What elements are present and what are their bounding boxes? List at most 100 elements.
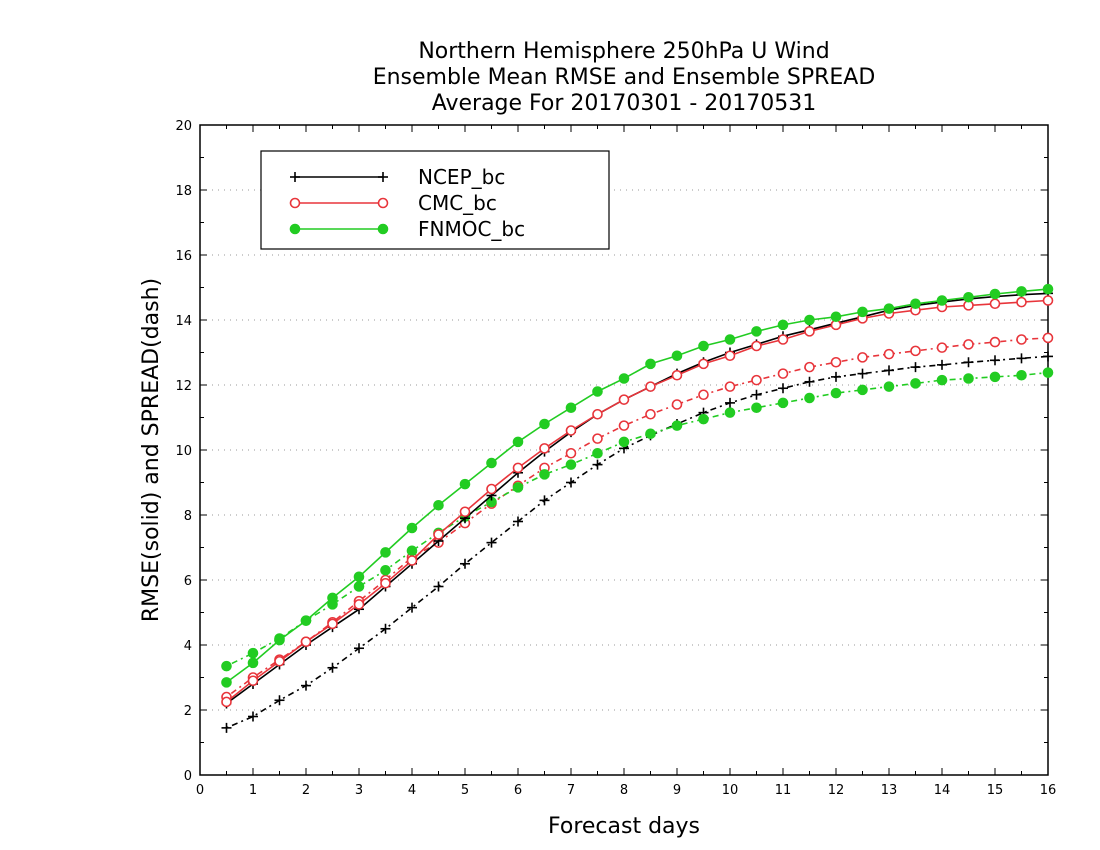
data-point-fnmoc_bc-rmse [300,615,312,626]
data-point-fnmoc_bc-rmse [380,547,391,558]
y-tick-label: 4 [184,639,192,654]
data-point-fnmoc_bc-rmse [1016,286,1027,297]
data-point-fnmoc_bc-spread [380,564,391,576]
data-point-cmc_bc-spread [1016,334,1027,345]
legend-entry-ncep_bc: NCEP_bc [290,165,505,189]
x-tick-label: 11 [775,783,792,798]
data-point-ncep_bc-spread [990,355,1000,366]
data-point-fnmoc_bc-rmse [1042,283,1054,295]
data-point-cmc_bc-spread [857,352,868,363]
legend-entry-fnmoc_bc: FNMOC_bc [289,217,525,241]
x-tick-label: 3 [355,783,363,798]
data-point-ncep_bc-spread [248,711,258,722]
data-point-ncep_bc-spread [301,680,311,691]
data-point-cmc_bc-spread [883,348,895,360]
y-tick-label: 20 [175,119,192,134]
y-tick-label: 14 [175,314,192,329]
data-point-cmc_bc-spread [777,368,789,379]
title-line-2: Ensemble Mean RMSE and Ensemble SPREAD [373,65,876,90]
data-point-fnmoc_bc-rmse [804,314,815,326]
y-tick-label: 2 [184,704,192,719]
data-point-fnmoc_bc-spread [247,647,259,659]
data-point-fnmoc_bc-spread [406,545,418,557]
data-point-fnmoc_bc-rmse [353,571,365,583]
x-axis-label: Forecast days [548,814,700,839]
data-point-ncep_bc-spread [539,495,550,506]
data-point-cmc_bc-rmse [221,696,232,708]
data-point-ncep_bc-spread [857,368,868,379]
data-point-ncep_bc-spread [221,722,232,733]
y-tick-label: 10 [175,444,192,459]
x-tick-label: 16 [1040,783,1057,798]
data-point-fnmoc_bc-rmse [618,373,630,384]
x-tick-label: 4 [408,783,416,798]
series-line-ncep_bc-spread [226,355,1049,729]
y-tick-label: 6 [184,574,192,589]
data-point-fnmoc_bc-spread [565,459,577,470]
data-point-fnmoc_bc-rmse [274,634,285,646]
data-point-fnmoc_bc-spread [910,378,921,389]
data-point-cmc_bc-spread [618,420,630,431]
data-point-cmc_bc-spread [1042,332,1054,344]
data-point-cmc_bc-spread [910,345,921,357]
data-point-fnmoc_bc-spread [698,413,709,425]
data-point-cmc_bc-spread [671,399,683,410]
x-tick-label: 6 [514,783,522,798]
data-point-fnmoc_bc-spread [221,660,232,672]
data-point-cmc_bc-rmse [433,529,444,540]
data-point-cmc_bc-spread [804,361,815,373]
data-point-cmc_bc-spread [830,356,842,368]
data-point-ncep_bc-spread [910,362,921,373]
data-point-fnmoc_bc-spread [512,482,524,493]
data-point-ncep_bc-spread [380,623,391,634]
legend-entry-cmc_bc: CMC_bc [289,191,497,215]
y-axis-label: RMSE(solid) and SPREAD(dash) [139,278,164,622]
data-point-cmc_bc-rmse [1016,296,1027,308]
y-tick-label: 8 [184,509,192,524]
x-tick-label: 10 [722,783,739,798]
data-point-cmc_bc-rmse [300,636,312,648]
y-tick-label: 12 [175,379,192,394]
data-point-cmc_bc-spread [565,447,577,459]
data-point-cmc_bc-rmse [539,443,550,454]
data-point-fnmoc_bc-rmse [883,303,895,314]
data-point-fnmoc_bc-rmse [512,436,524,448]
data-point-fnmoc_bc-rmse [565,402,577,414]
legend-label: FNMOC_bc [418,217,525,241]
data-point-cmc_bc-rmse [565,425,577,436]
legend-marker-left [289,197,301,209]
series-line-cmc_bc-rmse [226,299,1049,703]
data-point-ncep_bc-spread [566,477,576,488]
data-point-cmc_bc-rmse [804,326,815,337]
data-point-fnmoc_bc-rmse [777,319,789,331]
data-point-fnmoc_bc-spread [777,397,789,409]
data-point-cmc_bc-rmse [406,555,418,566]
data-point-fnmoc_bc-spread [830,387,842,399]
data-point-fnmoc_bc-rmse [671,350,683,362]
data-point-ncep_bc-spread [937,359,947,370]
data-point-fnmoc_bc-rmse [963,291,974,303]
data-point-ncep_bc-spread [354,643,364,654]
data-point-fnmoc_bc-rmse [698,340,709,352]
data-point-ncep_bc-spread [407,602,417,613]
data-point-ncep_bc-spread [725,397,735,408]
x-tick-label: 8 [620,783,628,798]
data-point-fnmoc_bc-rmse [989,288,1001,300]
x-tick-label: 5 [461,783,469,798]
data-point-fnmoc_bc-rmse [751,326,762,337]
data-point-fnmoc_bc-rmse [459,478,471,490]
data-point-fnmoc_bc-spread [724,407,736,418]
data-point-cmc_bc-rmse [1042,295,1054,306]
data-point-ncep_bc-spread [327,662,338,673]
y-tick-label: 16 [175,249,192,264]
data-point-fnmoc_bc-spread [936,374,948,386]
data-point-fnmoc_bc-spread [592,447,603,459]
data-point-fnmoc_bc-spread [1042,367,1054,378]
data-point-ncep_bc-spread [486,537,497,548]
data-point-fnmoc_bc-spread [645,428,656,440]
data-point-fnmoc_bc-rmse [936,295,948,306]
data-point-ncep_bc-spread [751,389,762,400]
title-line-3: Average For 20170301 - 20170531 [432,91,817,116]
data-point-cmc_bc-rmse [380,577,391,589]
markers-fnmoc_bc-spread [221,367,1054,672]
